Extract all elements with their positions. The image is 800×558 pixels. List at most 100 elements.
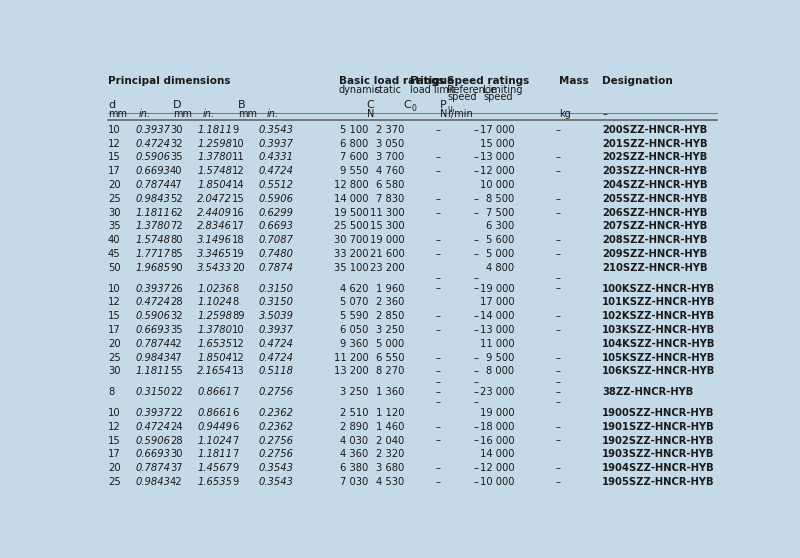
Text: –: – (435, 166, 440, 176)
Text: 8: 8 (108, 387, 114, 397)
Text: 1.5748: 1.5748 (198, 166, 232, 176)
Text: 1 360: 1 360 (376, 387, 405, 397)
Text: –: – (435, 387, 440, 397)
Text: 1.7717: 1.7717 (135, 249, 170, 259)
Text: 6 800: 6 800 (340, 138, 369, 148)
Text: 35 100: 35 100 (334, 263, 369, 273)
Text: –: – (555, 397, 560, 407)
Text: 0.2756: 0.2756 (258, 436, 294, 445)
Text: 1.3780: 1.3780 (198, 325, 232, 335)
Text: 40: 40 (170, 166, 182, 176)
Text: 2.4409: 2.4409 (198, 208, 232, 218)
Text: 72: 72 (170, 222, 183, 232)
Text: 105KSZZ-HNCR-HYB: 105KSZZ-HNCR-HYB (602, 353, 715, 363)
Text: 0.5512: 0.5512 (258, 180, 294, 190)
Text: 205SZZ-HNCR-HYB: 205SZZ-HNCR-HYB (602, 194, 707, 204)
Text: 1.1024: 1.1024 (198, 297, 232, 307)
Text: Fatigue: Fatigue (410, 76, 454, 86)
Text: 8 000: 8 000 (486, 367, 514, 377)
Text: 203SZZ-HNCR-HYB: 203SZZ-HNCR-HYB (602, 166, 707, 176)
Text: 19: 19 (232, 249, 245, 259)
Text: –: – (555, 477, 560, 487)
Text: 12: 12 (232, 339, 245, 349)
Text: 3 050: 3 050 (376, 138, 405, 148)
Text: Reference: Reference (447, 85, 497, 95)
Text: 1.1811: 1.1811 (198, 125, 232, 134)
Text: in.: in. (138, 109, 150, 119)
Text: 101KSZZ-HNCR-HYB: 101KSZZ-HNCR-HYB (602, 297, 715, 307)
Text: 7: 7 (232, 387, 238, 397)
Text: 1905SZZ-HNCR-HYB: 1905SZZ-HNCR-HYB (602, 477, 714, 487)
Text: –: – (555, 436, 560, 445)
Text: 1.3780: 1.3780 (135, 222, 170, 232)
Text: 5 000: 5 000 (376, 339, 405, 349)
Text: –: – (474, 194, 478, 204)
Text: 0.6693: 0.6693 (135, 166, 170, 176)
Text: 0.6693: 0.6693 (258, 222, 294, 232)
Text: 23 000: 23 000 (480, 387, 514, 397)
Text: 8: 8 (232, 283, 238, 294)
Text: 20: 20 (108, 339, 121, 349)
Text: 38ZZ-HNCR-HYB: 38ZZ-HNCR-HYB (602, 387, 694, 397)
Text: 21 600: 21 600 (370, 249, 405, 259)
Text: 1903SZZ-HNCR-HYB: 1903SZZ-HNCR-HYB (602, 449, 714, 459)
Text: 14 000: 14 000 (334, 194, 369, 204)
Text: 20: 20 (232, 263, 245, 273)
Text: –: – (474, 152, 478, 162)
Text: –: – (555, 152, 560, 162)
Text: 55: 55 (170, 367, 183, 377)
Text: 10: 10 (232, 325, 245, 335)
Text: –: – (435, 367, 440, 377)
Text: 0.4724: 0.4724 (135, 297, 170, 307)
Text: 11 200: 11 200 (334, 353, 369, 363)
Text: 2 510: 2 510 (340, 408, 369, 418)
Text: 208SZZ-HNCR-HYB: 208SZZ-HNCR-HYB (602, 235, 707, 245)
Text: 17: 17 (108, 325, 121, 335)
Text: 13 000: 13 000 (480, 325, 514, 335)
Text: 7 500: 7 500 (486, 208, 514, 218)
Text: –: – (474, 422, 478, 432)
Text: 18: 18 (232, 235, 245, 245)
Text: 25: 25 (108, 353, 121, 363)
Text: 19 500: 19 500 (334, 208, 369, 218)
Text: –: – (474, 208, 478, 218)
Text: 3.3465: 3.3465 (198, 249, 232, 259)
Text: 106KSZZ-HNCR-HYB: 106KSZZ-HNCR-HYB (602, 367, 715, 377)
Text: D: D (173, 100, 182, 110)
Text: 0.7087: 0.7087 (258, 235, 294, 245)
Text: 16: 16 (232, 208, 245, 218)
Text: 2.8346: 2.8346 (198, 222, 232, 232)
Text: 0.3150: 0.3150 (258, 283, 294, 294)
Text: 0.5906: 0.5906 (258, 194, 294, 204)
Text: –: – (435, 194, 440, 204)
Text: 2 370: 2 370 (376, 125, 405, 134)
Text: –: – (435, 397, 440, 407)
Text: 0.3150: 0.3150 (135, 387, 170, 397)
Text: speed: speed (447, 92, 477, 102)
Text: 7 030: 7 030 (340, 477, 369, 487)
Text: 4 620: 4 620 (340, 283, 369, 294)
Text: N: N (366, 109, 374, 119)
Text: 24: 24 (170, 422, 182, 432)
Text: –: – (435, 249, 440, 259)
Text: –: – (474, 387, 478, 397)
Text: 12: 12 (232, 166, 245, 176)
Text: 6: 6 (232, 422, 238, 432)
Text: 102KSZZ-HNCR-HYB: 102KSZZ-HNCR-HYB (602, 311, 715, 321)
Text: –: – (474, 273, 478, 283)
Text: 15: 15 (108, 152, 121, 162)
Text: 12: 12 (108, 297, 121, 307)
Text: –: – (555, 283, 560, 294)
Text: 0.3937: 0.3937 (258, 325, 294, 335)
Text: 3 700: 3 700 (376, 152, 405, 162)
Text: 13 200: 13 200 (334, 367, 369, 377)
Text: 0.4724: 0.4724 (135, 138, 170, 148)
Text: Mass: Mass (558, 76, 589, 86)
Text: 1.9685: 1.9685 (135, 263, 170, 273)
Text: 15: 15 (232, 194, 245, 204)
Text: 0.5906: 0.5906 (135, 436, 170, 445)
Text: 1.8504: 1.8504 (198, 180, 232, 190)
Text: 30: 30 (108, 367, 121, 377)
Text: –: – (435, 208, 440, 218)
Text: 0.8661: 0.8661 (198, 387, 232, 397)
